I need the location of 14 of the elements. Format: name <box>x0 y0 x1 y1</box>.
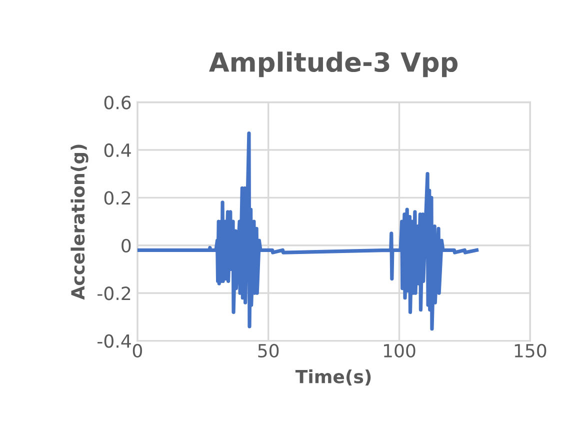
x-tick-label: 150 <box>514 344 546 358</box>
y-tick-label: 0.4 <box>104 143 131 158</box>
x-tick-label: 50 <box>258 344 279 358</box>
y-tick-label: 0.6 <box>104 96 131 110</box>
x-axis-title: Time(s) <box>295 369 371 386</box>
y-tick-label: -0.2 <box>98 286 130 300</box>
x-tick-label: 100 <box>384 344 416 358</box>
x-tick-label: 0 <box>132 344 142 358</box>
chart-title: Amplitude-3 Vpp <box>209 52 458 78</box>
y-axis-title: Acceleration(g) <box>70 144 88 300</box>
y-tick-label: 0 <box>122 238 131 252</box>
line-series <box>137 131 479 331</box>
y-tick-label: 0.2 <box>104 191 130 205</box>
y-tick-label: -0.4 <box>98 334 131 348</box>
